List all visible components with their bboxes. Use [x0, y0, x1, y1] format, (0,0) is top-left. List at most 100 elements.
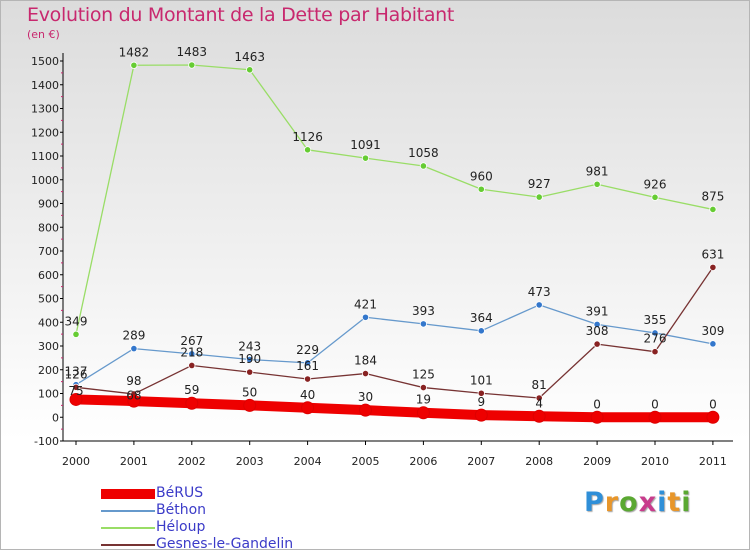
x-tick-label: 2011 [699, 455, 727, 468]
data-point [130, 61, 138, 69]
data-label: 289 [122, 329, 145, 343]
data-label: 161 [296, 359, 319, 373]
data-label: 229 [296, 343, 319, 357]
x-tick-label: 2007 [467, 455, 495, 468]
data-point [593, 180, 601, 188]
logo-letter: t [667, 487, 682, 518]
x-tick-label: 2003 [236, 455, 264, 468]
legend-swatch [101, 488, 155, 499]
y-tick-label: 1500 [31, 55, 59, 68]
data-label: 9 [477, 395, 485, 409]
y-tick-label: 400 [38, 316, 59, 329]
data-label: 308 [586, 324, 609, 338]
data-point [72, 330, 80, 338]
data-point [72, 383, 80, 391]
legend-label: Béthon [156, 502, 207, 518]
data-label: 190 [238, 352, 261, 366]
data-point [188, 361, 196, 370]
data-label: 960 [470, 169, 493, 183]
data-label: 1126 [292, 130, 323, 144]
data-point [303, 375, 312, 383]
data-label: 184 [354, 354, 377, 368]
data-point [535, 193, 543, 201]
x-tick-label: 2006 [409, 455, 437, 468]
data-label: 137 [65, 365, 88, 379]
y-tick-label: 100 [38, 388, 59, 401]
data-point [590, 410, 604, 424]
series-line [71, 394, 718, 423]
logo-letter: i [681, 487, 692, 518]
x-tick-label: 2001 [120, 455, 148, 468]
data-point [709, 340, 717, 348]
data-point [474, 408, 488, 422]
data-point [130, 345, 138, 353]
x-tick-label: 2005 [352, 455, 380, 468]
data-point [246, 66, 254, 74]
x-tick-label: 2008 [525, 455, 553, 468]
data-point [301, 401, 315, 415]
data-point [477, 327, 485, 335]
series-line [75, 304, 714, 386]
data-point [359, 403, 372, 417]
data-point [416, 406, 430, 420]
data-point [419, 320, 427, 328]
legend-label: Gesnes-le-Gandelin [156, 536, 294, 552]
data-label: 391 [586, 304, 609, 318]
data-label: 68 [126, 389, 141, 403]
data-point [419, 383, 427, 392]
data-label: 81 [532, 378, 547, 392]
data-point [709, 205, 717, 214]
y-tick-label: 500 [38, 293, 59, 306]
data-point [419, 162, 427, 170]
data-point [535, 394, 543, 402]
x-tick-label: 2000 [62, 455, 90, 468]
data-label: 50 [242, 385, 257, 399]
data-point [188, 61, 196, 69]
data-point [535, 301, 543, 309]
data-point [361, 154, 370, 162]
data-label: 101 [470, 373, 493, 387]
data-label: 473 [528, 285, 551, 299]
y-tick-label: -100 [34, 435, 59, 448]
proxiti-logo: Proxiti [584, 487, 692, 518]
y-tick-label: 1300 [31, 103, 59, 116]
y-tick-label: 1000 [31, 174, 59, 187]
data-label: 309 [701, 324, 724, 338]
logo-letter: P [584, 487, 605, 518]
data-point [651, 193, 659, 201]
data-label: 0 [593, 397, 601, 411]
data-label: 926 [644, 177, 667, 191]
logo-letter: i [657, 487, 668, 518]
y-tick-label: 200 [38, 364, 59, 377]
data-label: 276 [644, 332, 667, 346]
legend-label: Héloup [156, 519, 206, 535]
legend-item: Héloup [101, 519, 341, 536]
data-label: 927 [528, 177, 551, 191]
data-label: 421 [354, 297, 377, 311]
data-label: 4 [535, 396, 543, 410]
data-label: 98 [126, 374, 141, 388]
data-point [361, 369, 370, 378]
data-point [188, 350, 196, 358]
data-label: 355 [644, 313, 667, 327]
data-label: 59 [184, 383, 199, 397]
data-label: 75 [68, 384, 83, 398]
logo-letter: x [638, 487, 658, 518]
data-label: 0 [709, 397, 717, 411]
data-point [303, 359, 312, 367]
x-tick-label: 2010 [641, 455, 669, 468]
legend-label: BéRUS [156, 485, 204, 501]
data-point [706, 410, 720, 424]
data-label: 349 [65, 314, 88, 328]
data-point [246, 368, 254, 376]
data-label: 631 [701, 247, 724, 261]
logo-letter: r [604, 487, 620, 518]
legend-item: BéRUS [101, 485, 341, 502]
data-label: 125 [412, 368, 435, 382]
data-point [185, 396, 199, 410]
data-point [69, 392, 83, 406]
y-tick-label: 1200 [31, 126, 59, 139]
data-point [648, 410, 662, 424]
data-point [127, 394, 141, 408]
